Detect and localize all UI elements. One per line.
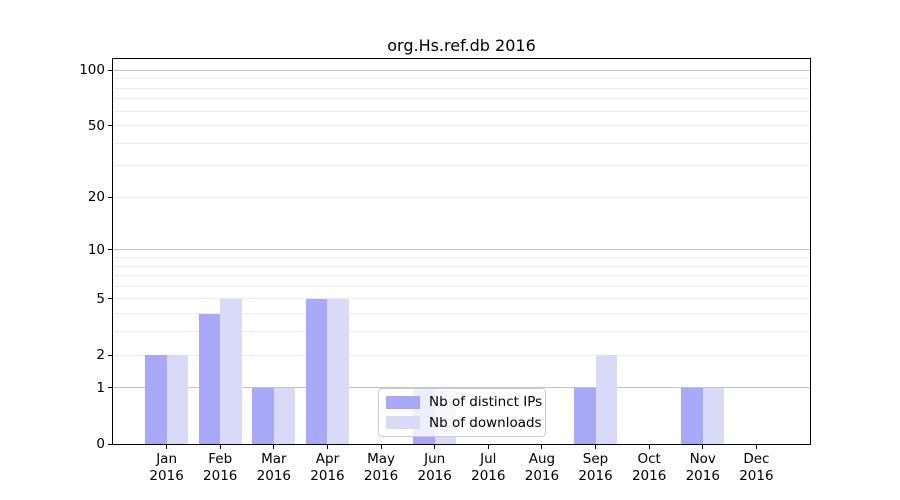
gridline-minor <box>113 125 810 127</box>
y-tick-label: 1 <box>96 379 105 396</box>
x-tick-label: May 2016 <box>363 451 399 484</box>
chart-title: org.Hs.ref.db 2016 <box>387 36 536 55</box>
y-tick <box>108 387 112 389</box>
x-tick-label: Aug 2016 <box>524 451 560 484</box>
x-tick-label: Feb 2016 <box>203 451 238 484</box>
x-tick-label: Sep 2016 <box>578 451 613 484</box>
x-tick <box>219 445 221 449</box>
y-tick-label: 5 <box>96 290 105 307</box>
gridline-minor <box>113 275 810 277</box>
gridline-minor <box>113 78 810 80</box>
x-tick <box>380 445 382 449</box>
y-tick-label: 2 <box>96 347 105 364</box>
x-tick <box>166 445 168 449</box>
y-tick-label: 100 <box>79 62 105 79</box>
x-tick-label: Mar 2016 <box>256 451 292 484</box>
gridline-major <box>113 69 810 71</box>
bar-layer <box>113 59 810 444</box>
plot-area: Nb of distinct IPs Nb of downloads <box>112 58 811 445</box>
bar <box>273 387 296 444</box>
gridline-minor <box>113 313 810 315</box>
x-tick <box>326 445 328 449</box>
gridline-minor <box>113 285 810 287</box>
legend-swatch-downloads <box>386 416 420 430</box>
legend: Nb of distinct IPs Nb of downloads <box>378 388 546 437</box>
bar <box>327 298 349 444</box>
bar <box>681 387 703 444</box>
gridline-minor <box>113 87 810 89</box>
y-tick <box>108 125 112 127</box>
gridline-minor <box>113 257 810 258</box>
bar <box>166 355 189 444</box>
bar <box>145 355 167 444</box>
y-tick <box>108 298 112 300</box>
y-tick-label: 0 <box>96 436 105 452</box>
gridline-minor <box>113 265 810 267</box>
x-tick <box>434 445 436 449</box>
x-tick <box>648 445 650 449</box>
bar <box>595 355 617 444</box>
gridline-minor <box>113 354 810 356</box>
legend-label-distinct-ips: Nb of distinct IPs <box>429 394 543 411</box>
gridline-major <box>113 249 810 251</box>
bar <box>574 387 596 444</box>
bar <box>198 313 221 444</box>
x-tick-label: Nov 2016 <box>685 451 720 484</box>
x-tick-label: Apr 2016 <box>310 451 345 484</box>
gridline-minor <box>113 165 810 167</box>
gridline-minor <box>113 142 810 144</box>
x-tick <box>702 445 704 449</box>
bar <box>702 387 725 444</box>
x-tick <box>595 445 597 449</box>
y-tick <box>108 443 112 445</box>
gridline-minor <box>113 98 810 100</box>
x-tick <box>273 445 275 449</box>
gridline-major <box>113 387 810 389</box>
y-tick-label: 20 <box>87 189 105 206</box>
x-tick-label: Jul 2016 <box>471 451 506 484</box>
y-tick <box>108 69 112 71</box>
gridline-minor <box>113 298 810 300</box>
y-tick-label: 10 <box>87 241 105 258</box>
legend-label-downloads: Nb of downloads <box>429 414 542 431</box>
x-tick-label: Dec 2016 <box>739 451 774 484</box>
x-tick-label: Jan 2016 <box>149 451 184 484</box>
y-tick <box>108 196 112 198</box>
x-tick <box>755 445 757 449</box>
x-tick <box>487 445 489 449</box>
legend-swatch-distinct-ips <box>386 395 420 409</box>
y-tick <box>108 249 112 251</box>
gridline-minor <box>113 196 810 198</box>
gridline-minor <box>113 110 810 112</box>
x-tick-label: Oct 2016 <box>631 451 667 484</box>
bar <box>252 387 274 444</box>
bar <box>220 298 242 444</box>
grid-layer <box>113 59 810 444</box>
bar <box>306 298 328 444</box>
y-tick-label: 50 <box>87 117 105 134</box>
x-tick-label: Jun 2016 <box>417 451 452 484</box>
gridline-minor <box>113 331 810 333</box>
x-tick <box>541 445 543 449</box>
legend-row: Nb of distinct IPs <box>386 392 542 413</box>
y-tick <box>108 354 112 356</box>
legend-row: Nb of downloads <box>386 413 542 434</box>
